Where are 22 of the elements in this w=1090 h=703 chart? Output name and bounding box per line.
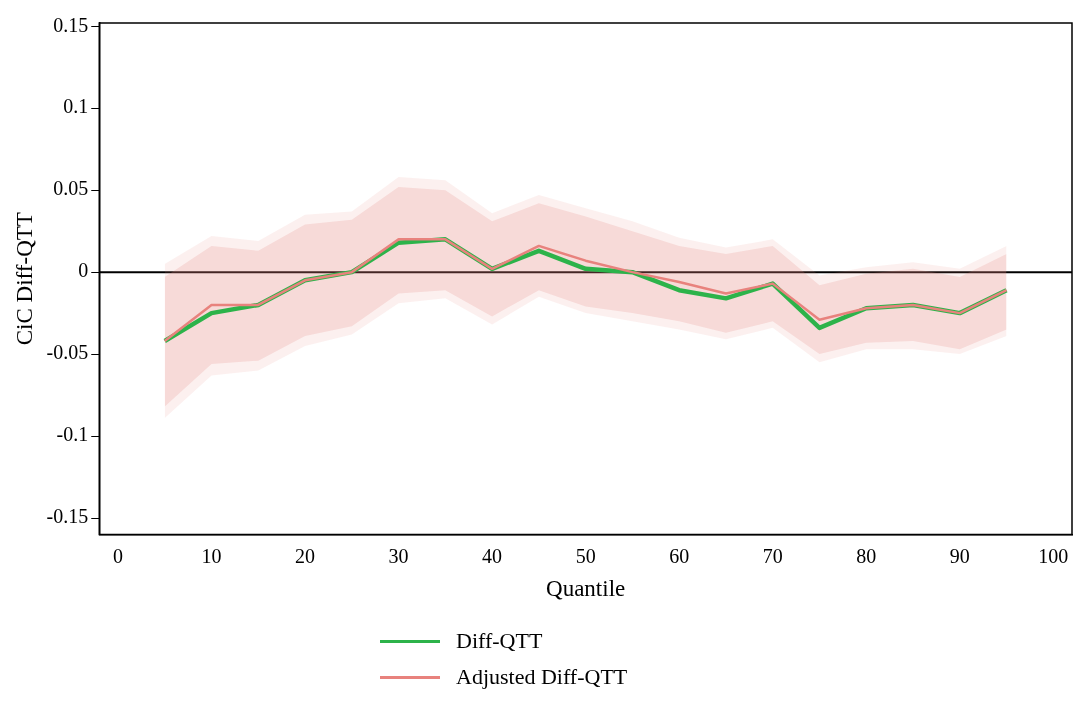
x-tick-label: 80 — [856, 544, 877, 567]
x-tick-label: 20 — [295, 544, 316, 567]
y-tick-label: -0.15 — [46, 505, 89, 528]
x-tick-label: 40 — [482, 544, 503, 567]
x-tick-label: 0 — [112, 544, 123, 567]
y-tick-label: 0.15 — [53, 13, 89, 36]
legend-label: Adjusted Diff-QTT — [456, 664, 628, 690]
y-axis-title: CiC Diff-QTT — [11, 212, 37, 346]
x-axis-title: Quantile — [546, 576, 626, 602]
x-tick-label: 90 — [949, 544, 970, 567]
x-tick-label: 60 — [669, 544, 690, 567]
x-tick-label: 100 — [1038, 544, 1069, 567]
legend-label: Diff-QTT — [456, 628, 543, 654]
x-tick-label: 50 — [575, 544, 596, 567]
y-tick-label: 0 — [78, 259, 89, 282]
y-tick-label: 0.1 — [63, 95, 89, 118]
y-tick-label: -0.1 — [56, 423, 89, 446]
y-tick-label: 0.05 — [53, 177, 89, 200]
y-tick-label: -0.05 — [46, 341, 89, 364]
x-tick-label: 10 — [201, 544, 222, 567]
x-tick-label: 30 — [388, 544, 409, 567]
x-tick-label: 70 — [762, 544, 783, 567]
